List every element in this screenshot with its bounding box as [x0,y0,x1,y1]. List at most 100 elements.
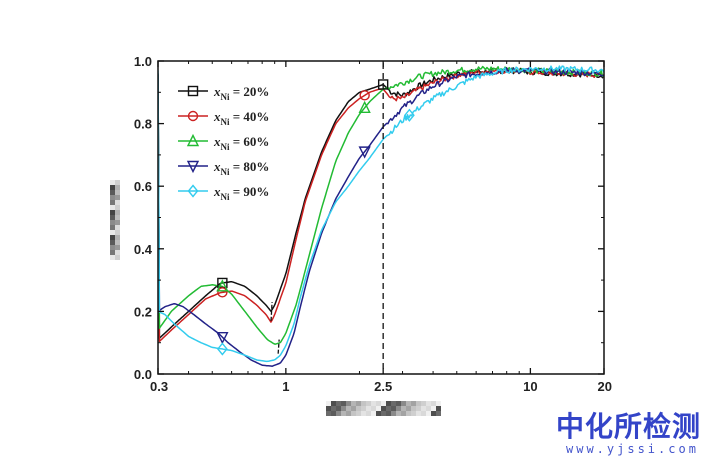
redacted-pixel [406,411,411,416]
redacted-pixel [426,401,431,406]
redacted-pixel [115,195,120,200]
redacted-pixel [110,215,115,220]
redacted-pixel [356,401,361,406]
series-5-marker-2 [403,108,415,122]
redacted-pixel [115,190,120,195]
redacted-pixel [115,225,120,230]
legend-value-2: = 40% [230,109,270,124]
redacted-pixel [386,406,391,411]
y-tick-label-5: 1.0 [134,54,152,69]
redacted-pixel [366,401,371,406]
legend-label-3: xNi = 60% [213,134,269,152]
redacted-pixel [361,401,366,406]
redacted-pixel [115,205,120,210]
redacted-pixel [381,401,386,406]
y-tick-label-2: 0.4 [134,242,153,257]
watermark-url: www.yjssi.com [566,442,699,456]
minimum-dash-marker-1 [270,301,273,321]
series-line-1 [158,67,604,340]
redacted-pixel [110,200,115,205]
redacted-pixel [115,215,120,220]
redacted-pixel [376,401,381,406]
redacted-pixel [426,411,431,416]
plot-series-group [158,65,604,367]
redacted-pixel [115,255,120,260]
redacted-pixel [431,401,436,406]
y-tick-label-0: 0.0 [134,367,152,382]
x-tick-label-4: 20 [598,379,612,394]
redacted-pixel [376,411,381,416]
redacted-pixel [115,250,120,255]
redacted-pixel [115,200,120,205]
series-5-marker-1 [216,342,228,356]
redacted-pixel [110,255,115,260]
redacted-pixel [411,411,416,416]
redacted-pixel [331,411,336,416]
y-tick-label-3: 0.6 [134,179,152,194]
redacted-pixel [336,411,341,416]
redacted-pixel [391,406,396,411]
redacted-pixel [381,411,386,416]
legend-label-5: xNi = 90% [213,184,269,202]
y-tick-label-4: 0.8 [134,117,152,132]
axes-group: 0.0 0.2 0.4 0.6 0.8 1.0 0.3 1 2.5 10 20 [134,54,612,394]
series-line-3 [158,65,604,345]
legend-value-3: = 60% [230,134,270,149]
redacted-pixel [416,411,421,416]
redacted-pixel [396,406,401,411]
redacted-pixel [421,411,426,416]
redacted-pixel [351,411,356,416]
redacted-pixel [326,411,331,416]
legend-var-3: x [213,134,221,149]
redacted-pixel [110,185,115,190]
redacted-pixel [391,401,396,406]
redacted-pixel [110,220,115,225]
redacted-pixel [431,406,436,411]
redacted-pixel [336,406,341,411]
redacted-pixel [406,401,411,406]
series-4-marker-2 [358,146,371,159]
series-2-marker-2 [359,90,370,101]
redacted-pixel [351,406,356,411]
legend-value-4: = 80% [230,159,270,174]
redacted-pixel [351,401,356,406]
redacted-pixel [356,411,361,416]
legend-sub-1: Ni [221,92,230,102]
redacted-pixel [411,406,416,411]
redacted-pixel [381,406,386,411]
redacted-pixel [110,190,115,195]
redacted-pixel [110,245,115,250]
legend-sub-5: Ni [221,192,230,202]
legend-var-4: x [213,159,221,174]
redacted-pixel [391,411,396,416]
redacted-pixel [416,401,421,406]
redacted-pixel [361,411,366,416]
redacted-pixel [371,401,376,406]
legend-value-1: = 20% [230,84,270,99]
redacted-pixel [401,401,406,406]
x-tick-label-3: 10 [523,379,537,394]
redacted-pixel [115,210,120,215]
redacted-pixel [346,406,351,411]
series-3-marker-2 [358,100,371,114]
redacted-pixel [346,401,351,406]
redacted-pixel [371,406,376,411]
redacted-pixel [326,401,331,406]
redacted-pixel [341,401,346,406]
redacted-pixel [110,180,115,185]
x-tick-label-2: 2.5 [374,379,392,394]
series-line-4 [158,67,604,367]
redacted-pixel [436,411,441,416]
redacted-pixel [115,245,120,250]
legend: xNi = 20%xNi = 40%xNi = 60%xNi = 80%xNi … [178,84,269,202]
x-tick-label-0: 0.3 [150,379,168,394]
redacted-pixel [386,401,391,406]
redacted-pixel [406,406,411,411]
series-3-marker-1 [216,279,229,292]
redacted-pixel [361,406,366,411]
redacted-pixel [326,406,331,411]
redacted-pixel [396,401,401,406]
redacted-pixel [411,401,416,406]
legend-sub-2: Ni [221,117,230,127]
